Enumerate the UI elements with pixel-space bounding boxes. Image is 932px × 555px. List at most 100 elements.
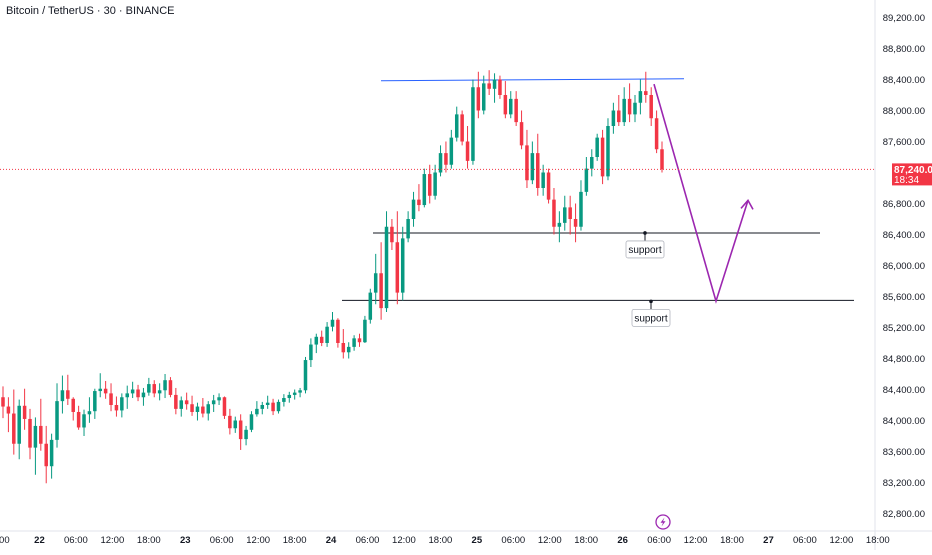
- candle: [33, 417, 38, 475]
- candle: [44, 425, 48, 484]
- candle: [93, 388, 97, 419]
- candle: [319, 330, 324, 347]
- candle: [125, 385, 129, 409]
- candle: [168, 377, 173, 398]
- candle: [152, 380, 157, 398]
- y-tick-label: 84,800.00: [883, 354, 925, 365]
- candle: [573, 203, 578, 243]
- candle: [147, 377, 151, 396]
- candle: [163, 374, 167, 399]
- candle: [660, 141, 664, 173]
- resistance-line[interactable]: [380, 78, 685, 82]
- candle: [28, 408, 32, 460]
- candle: [287, 391, 292, 403]
- y-tick-label: 85,200.00: [883, 323, 925, 334]
- candle: [206, 401, 211, 421]
- y-tick-label: 87,600.00: [883, 137, 925, 148]
- x-tick-label: 18:00: [283, 535, 307, 546]
- candle: [255, 401, 259, 417]
- x-tick-label: 23: [180, 535, 191, 546]
- candle: [17, 399, 21, 460]
- candle: [395, 211, 400, 305]
- candle: [557, 211, 562, 243]
- candle: [487, 70, 491, 95]
- candle: [433, 164, 437, 200]
- candle: [303, 356, 308, 394]
- candle: [363, 315, 367, 343]
- candle: [379, 242, 383, 320]
- candle: [233, 416, 238, 433]
- candle: [49, 433, 54, 479]
- x-tick-label: 12:00: [684, 535, 708, 546]
- candle: [508, 91, 513, 119]
- candle: [417, 184, 421, 212]
- candle: [427, 164, 432, 204]
- candle: [195, 402, 200, 421]
- y-tick-label: 86,000.00: [883, 261, 925, 272]
- candle: [373, 253, 378, 305]
- y-tick-label: 86,800.00: [883, 199, 925, 210]
- x-tick-label: :00: [0, 535, 10, 546]
- candle: [244, 425, 248, 446]
- candle: [541, 164, 545, 196]
- candle: [282, 394, 286, 407]
- x-tick-label: 18:00: [429, 535, 453, 546]
- candle: [222, 396, 227, 419]
- candle: [384, 211, 389, 312]
- candle: [341, 329, 346, 359]
- candle: [406, 211, 410, 243]
- projection-arrowhead: [740, 199, 754, 210]
- candle: [368, 288, 373, 324]
- candle: [579, 180, 583, 231]
- candle: [325, 322, 329, 347]
- x-tick-label: 22: [34, 535, 45, 546]
- candle: [71, 397, 75, 421]
- x-tick-label: 25: [472, 535, 483, 546]
- y-tick-label: 83,600.00: [883, 447, 925, 458]
- candle: [525, 129, 529, 188]
- candle: [260, 401, 265, 415]
- candle: [39, 398, 43, 451]
- x-tick-label: 06:00: [64, 535, 88, 546]
- candle: [546, 168, 551, 204]
- candle: [103, 380, 108, 399]
- chart-title: Bitcoin / TetherUS · 30 · BINANCE: [6, 5, 175, 17]
- x-tick-label: 12:00: [392, 535, 416, 546]
- support-callout-upper[interactable]: support: [625, 231, 665, 259]
- candle: [87, 397, 92, 423]
- candle: [136, 384, 140, 402]
- y-tick-label: 89,200.00: [883, 13, 925, 24]
- projection-path[interactable]: [653, 83, 749, 304]
- candle: [460, 110, 464, 146]
- candle: [190, 395, 194, 416]
- candle: [654, 110, 659, 154]
- candle: [66, 374, 70, 405]
- lightning-icon[interactable]: [655, 514, 671, 530]
- candle: [174, 387, 178, 415]
- y-tick-label: 82,800.00: [883, 509, 925, 520]
- candle: [60, 375, 65, 414]
- annotations[interactable]: support support: [342, 78, 854, 327]
- y-tick-label: 88,000.00: [883, 106, 925, 117]
- candle: [330, 312, 335, 332]
- candle: [314, 333, 319, 354]
- support-label: support: [634, 313, 668, 324]
- candle: [1, 386, 5, 419]
- x-tick-label: 27: [763, 535, 774, 546]
- candle: [492, 73, 497, 103]
- candle: [130, 381, 135, 399]
- candle: [568, 195, 572, 235]
- price-label-background: [892, 163, 932, 186]
- price-axis[interactable]: 89,200.00 88,800.00 88,400.00 88,000.00 87,6…: [883, 13, 925, 520]
- candle: [438, 145, 443, 177]
- candle: [530, 141, 535, 185]
- time-axis[interactable]: :00 22 06:00 12:00 18:00 23 06:00 12:00 18:00 24 0…: [0, 535, 890, 546]
- candle: [606, 118, 610, 181]
- candle: [271, 398, 275, 416]
- candle: [649, 87, 653, 126]
- y-tick-label: 84,400.00: [883, 385, 925, 396]
- support-callout-lower[interactable]: support: [631, 299, 671, 327]
